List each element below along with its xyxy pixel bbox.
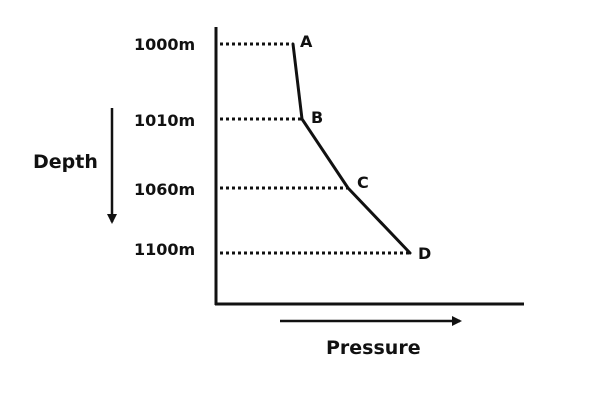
depth-axis-title: Depth (33, 151, 98, 173)
pressure-axis-title: Pressure (326, 337, 421, 359)
depth-tick-1010m: 1010m (134, 111, 195, 130)
point-label-c: C (357, 173, 369, 192)
point-label-d: D (418, 244, 431, 263)
point-label-b: B (311, 108, 323, 127)
depth-tick-1100m: 1100m (134, 240, 195, 259)
point-label-a: A (300, 32, 313, 51)
pressure-depth-curve (291, 42, 412, 255)
depth-tick-1000m: 1000m (134, 35, 195, 54)
depth-tick-1060m: 1060m (134, 180, 195, 199)
